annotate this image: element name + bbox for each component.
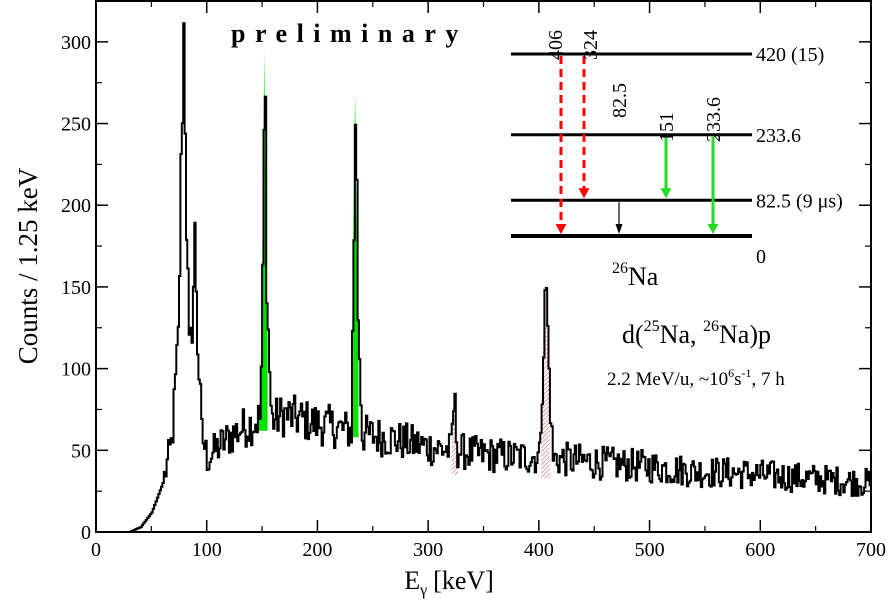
transition-arrowhead [555, 224, 567, 234]
transition-label-233.6: 233.6 [703, 97, 725, 142]
x-tick-label: 200 [302, 539, 332, 561]
y-tick-label: 250 [61, 114, 91, 136]
reaction-s1: Na, [660, 320, 703, 349]
transition-label-151: 151 [656, 112, 678, 142]
transition-label-82.5: 82.5 [609, 83, 631, 118]
reaction-a2: 26 [703, 318, 719, 335]
x-tick-label: 500 [635, 539, 665, 561]
transition-arrowhead [615, 224, 623, 234]
x-tick-label: 600 [745, 539, 775, 561]
y-tick-label: 300 [61, 32, 91, 54]
conditions-part3: , 7 h [752, 369, 786, 390]
transition-label-324: 324 [580, 30, 602, 60]
x-tick-label: 400 [524, 539, 554, 561]
x-tick-label: 700 [856, 539, 886, 561]
reaction-a1: 25 [644, 318, 660, 335]
level-label: 233.6 [756, 125, 801, 147]
level-scheme: 420 (15) 233.6 82.5 (9 μs) 0 406 324 82.5 151 23… [511, 30, 843, 268]
spectrum-line [96, 22, 872, 533]
x-axis-title-main: E [404, 566, 420, 595]
x-axis-title-sub: γ [419, 582, 427, 599]
y-tick-label: 0 [81, 522, 91, 544]
nucleus-symbol: Na [628, 262, 659, 291]
gate-region-hatch-3 [541, 278, 550, 479]
x-axis-title-unit: [keV] [433, 566, 494, 595]
transition-arrowhead [660, 188, 672, 199]
nucleus-label: 26Na [612, 260, 659, 291]
transition-arrowhead [707, 224, 719, 234]
reaction-label: d(25Na, 26Na)p [622, 318, 771, 349]
x-axis-title: Eγ [keV] [404, 566, 494, 599]
conditions-part1: 2.2 MeV/u, ~10 [607, 369, 728, 390]
y-axis-title: Counts / 1.25 keV [13, 167, 43, 364]
reaction-s2: Na)p [719, 320, 771, 349]
conditions-exp1: 6 [728, 366, 734, 380]
nucleus-mass: 26 [612, 260, 628, 277]
conditions-part2: s [734, 369, 741, 390]
level-label: 0 [756, 246, 766, 268]
level-label: 420 (15) [756, 44, 824, 66]
x-axis: 0 100 200 300 400 500 600 700 [91, 1, 886, 561]
level-label: 82.5 (9 μs) [756, 190, 843, 212]
transition-arrowhead [578, 188, 590, 199]
x-tick-label: 100 [192, 539, 222, 561]
transition-label-406: 406 [545, 30, 567, 60]
conditions-label: 2.2 MeV/u, ~106s-1, 7 h [607, 366, 785, 390]
y-tick-label: 150 [61, 277, 91, 299]
conditions-exp2: -1 [742, 366, 752, 380]
y-tick-label: 100 [61, 359, 91, 381]
y-tick-label: 50 [71, 440, 91, 462]
x-tick-label: 0 [91, 539, 101, 561]
y-tick-label: 200 [61, 195, 91, 217]
x-tick-label: 300 [413, 539, 443, 561]
reaction-d: d( [622, 320, 644, 349]
preliminary-label: preliminary [231, 19, 468, 48]
